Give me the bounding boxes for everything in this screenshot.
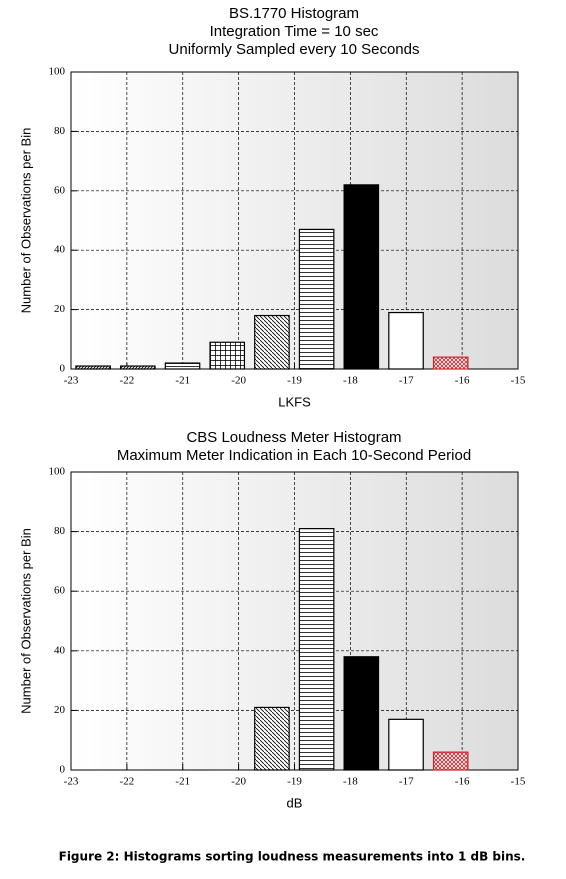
bar [298,228,335,370]
y-axis-label: Number of Observations per Bin [18,128,33,314]
chart-title: Maximum Meter Indication in Each 10-Seco… [117,447,471,464]
x-tick-label: -23 [64,776,79,788]
x-tick-label: -19 [287,375,302,387]
x-tick-label: -19 [287,776,302,788]
y-tick-label: 80 [54,125,66,137]
bar [209,341,246,370]
bar [298,528,335,771]
bar [254,706,290,771]
plot-frame [70,71,519,370]
x-tick-label: -18 [343,375,358,387]
x-tick-label: -15 [511,776,526,788]
bar [388,718,424,771]
x-tick-label: -21 [175,776,190,788]
x-tick-label: -16 [455,375,470,387]
y-tick-label: 60 [54,585,66,597]
x-tick-label: -20 [231,375,246,387]
bar [343,656,380,771]
plot-frame [70,471,519,771]
chart-title: Uniformly Sampled every 10 Seconds [169,41,420,58]
caption: Figure 2: Histograms sorting loudness me… [59,850,526,864]
bar [388,311,424,370]
bar [254,314,290,370]
y-tick-label: 100 [49,466,66,478]
y-tick-label: 0 [60,764,66,776]
bar [120,365,156,370]
x-tick-label: -22 [120,776,135,788]
x-axis-label: LKFS [278,394,311,409]
y-tick-label: 40 [54,244,66,256]
x-tick-label: -21 [175,375,190,387]
bar [343,184,380,370]
y-tick-label: 60 [54,184,66,196]
bar [432,751,469,771]
y-tick-label: 20 [54,704,66,716]
x-tick-label: -17 [399,375,414,387]
x-tick-label: -20 [231,776,246,788]
bar [164,362,201,370]
bar [432,356,469,370]
chart-title: CBS Loudness Meter Histogram [186,429,401,446]
y-tick-label: 80 [54,525,66,537]
y-axis-label: Number of Observations per Bin [18,528,33,714]
x-tick-label: -23 [64,375,79,387]
y-tick-label: 40 [54,644,66,656]
plot-area [71,472,518,770]
x-tick-label: -18 [343,776,358,788]
bar [75,365,111,370]
x-tick-label: -22 [120,375,135,387]
chart-title: Integration Time = 10 sec [210,23,379,40]
x-axis-label: dB [287,795,303,810]
x-tick-label: -16 [455,776,470,788]
y-tick-label: 0 [60,363,66,375]
x-tick-label: -15 [511,375,526,387]
y-tick-label: 100 [49,66,66,78]
x-tick-label: -17 [399,776,414,788]
y-tick-label: 20 [54,303,66,315]
chart-title: BS.1770 Histogram [229,5,359,22]
